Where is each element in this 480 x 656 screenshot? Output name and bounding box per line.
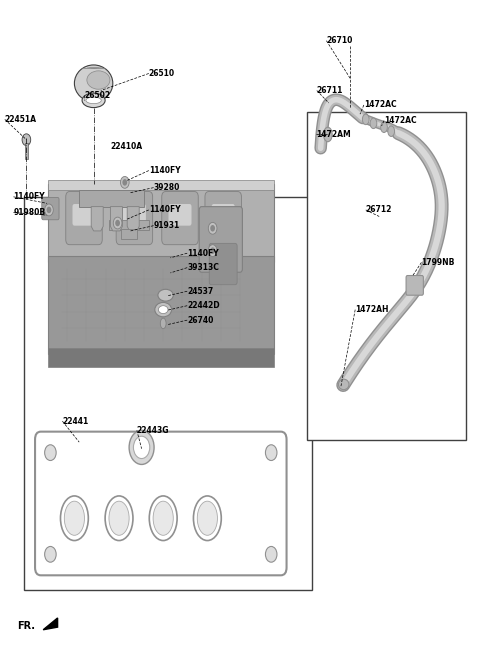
Circle shape — [122, 179, 127, 186]
Circle shape — [210, 225, 215, 232]
Text: 26510: 26510 — [149, 69, 175, 78]
Ellipse shape — [338, 379, 349, 390]
FancyBboxPatch shape — [406, 276, 423, 295]
Text: 22443G: 22443G — [137, 426, 169, 435]
Text: 1472AM: 1472AM — [316, 130, 350, 139]
Circle shape — [113, 217, 122, 229]
FancyBboxPatch shape — [116, 192, 153, 245]
Ellipse shape — [193, 496, 221, 541]
Text: 1140FY: 1140FY — [187, 249, 219, 258]
Ellipse shape — [60, 496, 88, 541]
Ellipse shape — [197, 501, 217, 535]
Ellipse shape — [158, 306, 168, 314]
Bar — [24, 197, 312, 590]
Circle shape — [120, 176, 129, 188]
Ellipse shape — [64, 501, 84, 535]
Bar — [48, 180, 274, 190]
FancyBboxPatch shape — [42, 197, 59, 220]
Ellipse shape — [86, 97, 101, 104]
Ellipse shape — [74, 65, 113, 102]
Text: 24537: 24537 — [187, 287, 214, 296]
Text: 39280: 39280 — [154, 183, 180, 192]
Text: 26711: 26711 — [317, 86, 343, 95]
Polygon shape — [79, 190, 144, 207]
Text: 1472AC: 1472AC — [364, 100, 396, 110]
Ellipse shape — [158, 289, 173, 301]
Bar — [25, 143, 28, 159]
Text: 1140FY: 1140FY — [149, 205, 180, 215]
FancyBboxPatch shape — [212, 204, 235, 226]
Ellipse shape — [105, 496, 133, 541]
Ellipse shape — [381, 122, 387, 133]
FancyBboxPatch shape — [66, 192, 102, 245]
Text: 91980B: 91980B — [13, 208, 46, 217]
Circle shape — [22, 134, 31, 146]
Polygon shape — [121, 229, 137, 239]
Ellipse shape — [133, 436, 150, 459]
Polygon shape — [43, 618, 58, 630]
Circle shape — [45, 546, 56, 562]
Ellipse shape — [324, 127, 332, 142]
Circle shape — [265, 445, 277, 461]
Text: 1140FY: 1140FY — [149, 166, 180, 175]
Ellipse shape — [129, 430, 154, 464]
FancyBboxPatch shape — [199, 207, 242, 272]
Text: 1799NB: 1799NB — [421, 258, 455, 267]
Circle shape — [208, 222, 217, 234]
Ellipse shape — [370, 118, 377, 129]
Bar — [307, 112, 466, 440]
Ellipse shape — [362, 114, 369, 125]
Polygon shape — [127, 207, 139, 231]
Circle shape — [47, 207, 51, 213]
Text: 22442D: 22442D — [187, 301, 220, 310]
Text: 1472AC: 1472AC — [384, 116, 417, 125]
Text: 22441: 22441 — [62, 417, 89, 426]
Circle shape — [208, 245, 217, 256]
Circle shape — [210, 247, 215, 254]
Ellipse shape — [160, 318, 166, 329]
Circle shape — [45, 445, 56, 461]
Polygon shape — [48, 184, 274, 262]
Ellipse shape — [149, 496, 177, 541]
Text: 39313C: 39313C — [187, 263, 219, 272]
FancyBboxPatch shape — [72, 204, 96, 226]
FancyBboxPatch shape — [205, 192, 241, 245]
Text: 1472AH: 1472AH — [355, 305, 389, 314]
FancyBboxPatch shape — [123, 204, 146, 226]
Polygon shape — [48, 256, 274, 354]
Text: 91931: 91931 — [154, 221, 180, 230]
FancyBboxPatch shape — [209, 243, 237, 285]
Ellipse shape — [87, 71, 110, 89]
Text: 26710: 26710 — [326, 36, 353, 45]
Ellipse shape — [388, 126, 395, 136]
Circle shape — [265, 546, 277, 562]
Text: 22410A: 22410A — [110, 142, 143, 152]
Text: 1140FY: 1140FY — [13, 192, 45, 201]
Polygon shape — [91, 207, 103, 231]
Text: 26502: 26502 — [84, 91, 110, 100]
Bar — [48, 348, 274, 367]
FancyBboxPatch shape — [168, 204, 192, 226]
Ellipse shape — [155, 302, 172, 317]
Polygon shape — [109, 220, 149, 230]
Text: 22451A: 22451A — [5, 115, 37, 124]
Ellipse shape — [109, 501, 129, 535]
Text: FR.: FR. — [17, 621, 35, 632]
Polygon shape — [110, 207, 122, 231]
FancyBboxPatch shape — [162, 192, 198, 245]
Text: 26740: 26740 — [187, 316, 214, 325]
Text: 26712: 26712 — [366, 205, 392, 215]
Ellipse shape — [82, 93, 105, 108]
Circle shape — [115, 220, 120, 226]
Ellipse shape — [153, 501, 173, 535]
Circle shape — [45, 204, 53, 216]
